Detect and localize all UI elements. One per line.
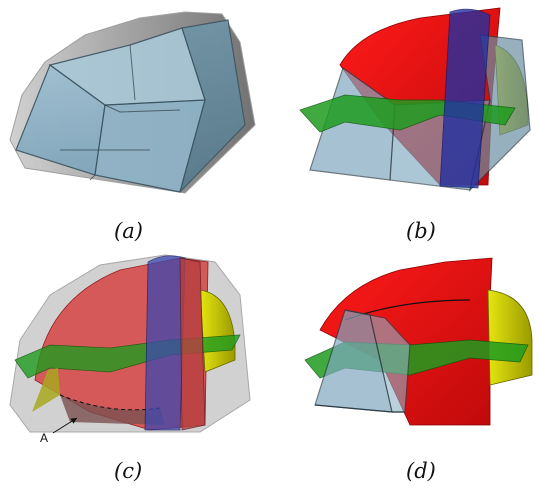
cavity-region: [60, 395, 165, 425]
panel-a: (a): [9, 11, 256, 243]
blue-surface: [439, 8, 491, 189]
caption-c: (c): [114, 459, 142, 483]
block-face-bottom: [314, 404, 405, 413]
caption-a: (a): [114, 219, 143, 243]
annotation-label: A: [40, 431, 48, 445]
panel-c: A (c): [9, 254, 251, 483]
panel-b: (b): [299, 7, 531, 243]
yellow-surface: [487, 289, 533, 386]
block-face-top: [179, 257, 206, 431]
yellow-surface: [32, 368, 60, 412]
panel-d: (d): [304, 257, 533, 483]
block-inner-edge: [60, 44, 181, 181]
caption-b: (b): [406, 219, 436, 243]
block-face-side: [179, 19, 246, 193]
annotation-arrow: [52, 417, 78, 434]
blue-surface: [144, 255, 186, 431]
caption-d: (d): [406, 459, 436, 483]
